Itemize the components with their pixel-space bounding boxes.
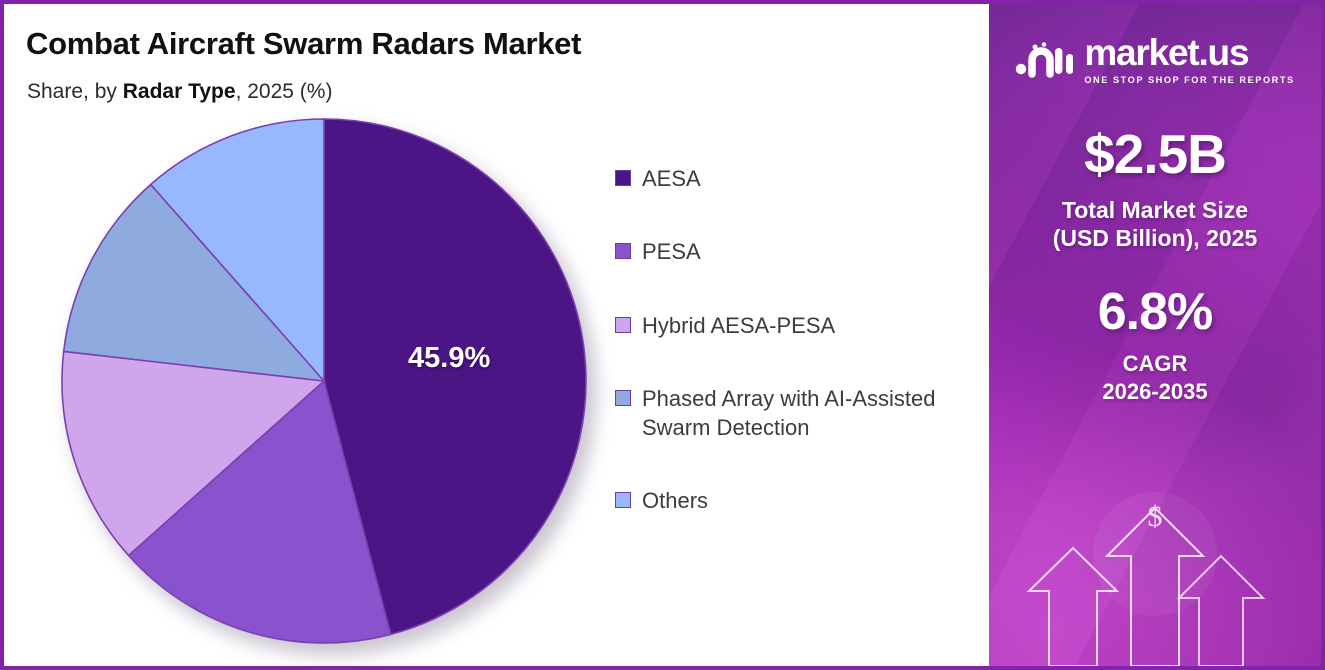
chart-subtitle: Share, by Radar Type, 2025 (%)	[27, 80, 332, 104]
legend-swatch-icon	[615, 492, 631, 509]
legend-swatch-icon	[615, 243, 631, 260]
legend-item-label: PESA	[642, 239, 701, 265]
pie-slice-group	[61, 118, 587, 644]
legend-item[interactable]: AESA	[615, 164, 980, 193]
brand-tagline: ONE STOP SHOP FOR THE REPORTS	[1084, 75, 1295, 85]
legend-item-label: Others	[642, 488, 709, 514]
pie-chart: 45.9%	[60, 117, 596, 655]
panel-texture-overlay	[989, 4, 1321, 666]
market-size-value: $2.5B	[1084, 123, 1227, 185]
brand-panel: market.us ONE STOP SHOP FOR THE REPORTS …	[989, 4, 1321, 666]
growth-arrows-illustration: $	[989, 476, 1321, 666]
legend-item-label: Phased Array with AI-Assisted Swarm Dete…	[642, 385, 936, 440]
chart-legend: AESA PESA Hybrid AESA-PESA Phased Array wit…	[615, 164, 980, 516]
legend-item[interactable]: Others	[615, 486, 980, 515]
legend-item-label: AESA	[642, 166, 701, 191]
pie-slice-label-aesa: 45.9%	[408, 342, 491, 374]
arrows-svg	[1026, 492, 1266, 666]
cagr-caption-line2: 2026-2035	[1102, 378, 1208, 404]
legend-item[interactable]: PESA	[615, 237, 980, 266]
pie-chart-svg	[61, 118, 587, 644]
cagr-caption: CAGR 2026-2035	[1102, 350, 1207, 405]
pie-slice	[62, 183, 326, 383]
market-size-caption: Total Market Size (USD Billion), 2025	[1053, 196, 1257, 252]
arrow-up-right-icon	[1176, 554, 1266, 666]
brand-name: market.us	[1084, 32, 1249, 73]
pie-slice	[149, 118, 325, 384]
legend-item-label: Hybrid AESA-PESA	[642, 312, 836, 338]
cagr-caption-line1: CAGR	[1122, 351, 1188, 377]
pie-slice	[61, 350, 326, 557]
legend-swatch-icon	[615, 170, 631, 186]
legend-swatch-icon	[615, 389, 631, 406]
chart-panel: Combat Aircraft Swarm Radars Market Shar…	[4, 4, 989, 666]
subtitle-suffix: , 2025 (%)	[235, 80, 333, 103]
brand-logo[interactable]: market.us ONE STOP SHOP FOR THE REPORTS	[1015, 34, 1294, 85]
pie-slice	[127, 379, 392, 644]
legend-item[interactable]: Phased Array with AI-Assisted Swarm Dete…	[615, 384, 980, 443]
page-title: Combat Aircraft Swarm Radars Market	[26, 26, 582, 61]
market-size-caption-line2: (USD Billion), 2025	[1052, 225, 1258, 252]
legend-item[interactable]: Hybrid AESA-PESA	[615, 311, 980, 340]
dollar-sign-icon: $	[1147, 500, 1163, 533]
cagr-value: 6.8%	[1097, 283, 1214, 342]
subtitle-dimension: Radar Type	[122, 80, 236, 103]
legend-swatch-icon	[615, 316, 631, 333]
market-size-caption-line1: Total Market Size	[1061, 197, 1249, 223]
pie-slice	[323, 118, 587, 636]
arrow-up-center-icon	[1104, 506, 1206, 666]
subtitle-prefix: Share, by	[27, 80, 123, 103]
market-us-logo-icon	[1016, 41, 1074, 78]
arrow-up-left-icon	[1026, 546, 1120, 666]
